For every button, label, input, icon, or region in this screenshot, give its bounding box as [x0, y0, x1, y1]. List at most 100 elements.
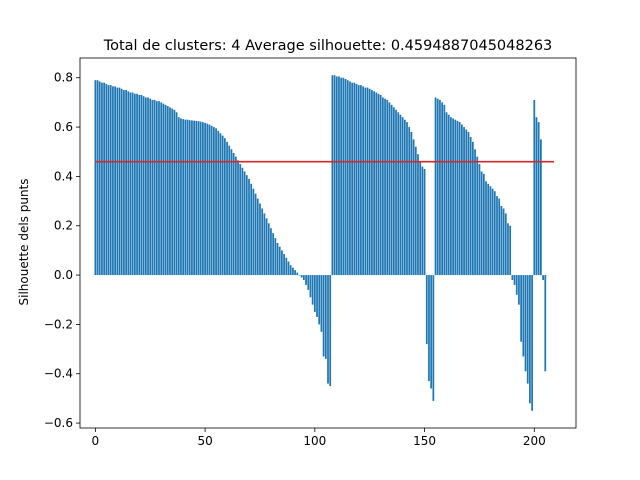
bar — [237, 160, 239, 276]
bar — [112, 86, 114, 276]
bar — [202, 122, 204, 276]
bar — [136, 93, 138, 276]
bar — [456, 120, 459, 276]
bar — [428, 275, 430, 382]
bar — [377, 93, 380, 276]
bar — [434, 97, 437, 276]
bar — [482, 173, 485, 276]
bar — [467, 132, 470, 276]
bar — [160, 102, 163, 276]
bar — [204, 122, 206, 276]
bar — [406, 122, 408, 276]
bar — [114, 86, 116, 276]
bar — [432, 275, 435, 401]
bar — [461, 124, 463, 276]
bar — [118, 87, 121, 276]
bar — [340, 77, 343, 276]
bar — [417, 154, 419, 276]
bar — [234, 156, 237, 276]
bar — [412, 139, 415, 276]
x-tick-label: 0 — [92, 434, 100, 448]
bar — [206, 123, 209, 276]
bar — [191, 120, 193, 276]
bar — [384, 98, 386, 276]
bar — [307, 275, 310, 290]
bar — [450, 117, 452, 276]
bar — [285, 257, 288, 276]
bar — [147, 97, 149, 276]
bar — [414, 146, 417, 276]
bar — [502, 208, 505, 276]
bar — [537, 122, 540, 276]
bar — [142, 96, 145, 276]
bar — [349, 81, 351, 276]
bar — [371, 90, 373, 276]
bar — [210, 125, 213, 276]
y-tick-label: 0.2 — [54, 219, 73, 233]
bar — [162, 103, 165, 276]
bar — [511, 275, 514, 280]
bar — [355, 83, 358, 276]
bar — [287, 261, 290, 276]
bar — [164, 104, 167, 276]
bar — [425, 275, 428, 345]
bar — [344, 78, 347, 276]
bar — [324, 275, 327, 359]
bar — [313, 275, 316, 313]
bar — [447, 114, 450, 276]
bar — [353, 82, 356, 276]
bar — [390, 104, 393, 276]
bar — [399, 114, 402, 276]
bar — [245, 175, 248, 276]
bar — [320, 275, 323, 332]
x-tick-label: 100 — [303, 434, 326, 448]
bar — [366, 87, 369, 276]
bar — [436, 98, 439, 276]
bar — [215, 128, 217, 276]
bar — [463, 127, 465, 276]
bar — [305, 275, 307, 285]
bar — [298, 275, 301, 276]
bar — [186, 119, 189, 276]
bar — [109, 85, 112, 276]
bar — [452, 118, 454, 276]
bar — [408, 127, 411, 276]
y-axis: −0.6 −0.4 −0.2 0.0 0.2 0.4 0.6 0.8 — [44, 71, 80, 430]
bar — [311, 275, 314, 305]
bar — [509, 225, 512, 276]
bar — [270, 228, 272, 276]
x-tick-label: 150 — [413, 434, 436, 448]
bar — [458, 122, 461, 276]
bar — [219, 133, 222, 276]
bar — [232, 152, 235, 276]
bar — [151, 99, 154, 276]
bar — [144, 97, 147, 276]
bar — [480, 171, 483, 276]
bar — [540, 139, 542, 276]
bar — [107, 85, 110, 276]
y-tick-label: 0.0 — [54, 268, 73, 282]
chart-title: Total de clusters: 4 Average silhouette:… — [103, 38, 553, 54]
bar — [327, 275, 329, 384]
bar — [430, 275, 433, 389]
x-tick-label: 50 — [197, 434, 212, 448]
bar — [520, 275, 523, 342]
bar — [491, 188, 494, 276]
bar — [94, 80, 97, 276]
bar — [300, 275, 303, 278]
bar — [127, 91, 130, 276]
bar — [403, 119, 406, 276]
bar — [263, 213, 266, 276]
bar — [98, 81, 101, 276]
bar — [171, 108, 174, 276]
bar — [342, 77, 345, 276]
bar — [101, 82, 103, 276]
bar — [529, 275, 531, 404]
bars-layer — [94, 75, 547, 411]
bar — [478, 164, 481, 276]
bar — [375, 92, 378, 276]
bar — [397, 112, 400, 276]
bar — [243, 171, 246, 276]
bar — [507, 223, 509, 276]
